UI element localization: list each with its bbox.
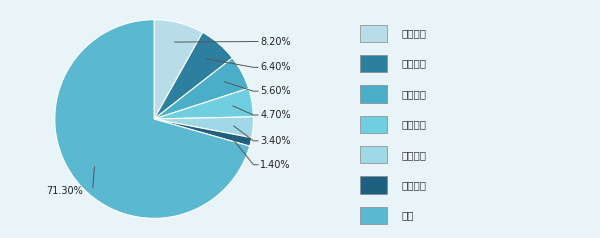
Text: 71.30%: 71.30% xyxy=(46,186,83,196)
Wedge shape xyxy=(154,58,248,119)
Text: 5.60%: 5.60% xyxy=(260,86,291,96)
Text: 厦门金龙: 厦门金龙 xyxy=(401,89,426,99)
Bar xyxy=(360,116,388,133)
Wedge shape xyxy=(154,117,253,138)
Text: 8.20%: 8.20% xyxy=(260,36,291,46)
Bar xyxy=(360,55,388,72)
Bar xyxy=(360,85,388,103)
Text: 其它: 其它 xyxy=(401,210,413,220)
Wedge shape xyxy=(154,119,251,146)
Text: 郑州宇通: 郑州宇通 xyxy=(401,28,426,38)
Wedge shape xyxy=(55,20,250,218)
Text: 1.40%: 1.40% xyxy=(260,160,291,170)
Wedge shape xyxy=(154,88,253,119)
Text: 4.70%: 4.70% xyxy=(260,110,291,120)
Text: 苏州金龙: 苏州金龙 xyxy=(401,150,426,160)
Text: 安凯汽车: 安凯汽车 xyxy=(401,180,426,190)
Bar xyxy=(360,146,388,163)
Bar xyxy=(360,207,388,224)
Text: 6.40%: 6.40% xyxy=(260,62,291,72)
Bar xyxy=(360,25,388,42)
Text: 厦门金旅: 厦门金旅 xyxy=(401,119,426,129)
Text: 北汽福田: 北汽福田 xyxy=(401,59,426,69)
Text: 3.40%: 3.40% xyxy=(260,136,291,146)
Bar xyxy=(360,176,388,193)
Wedge shape xyxy=(154,32,232,119)
Wedge shape xyxy=(154,20,203,119)
